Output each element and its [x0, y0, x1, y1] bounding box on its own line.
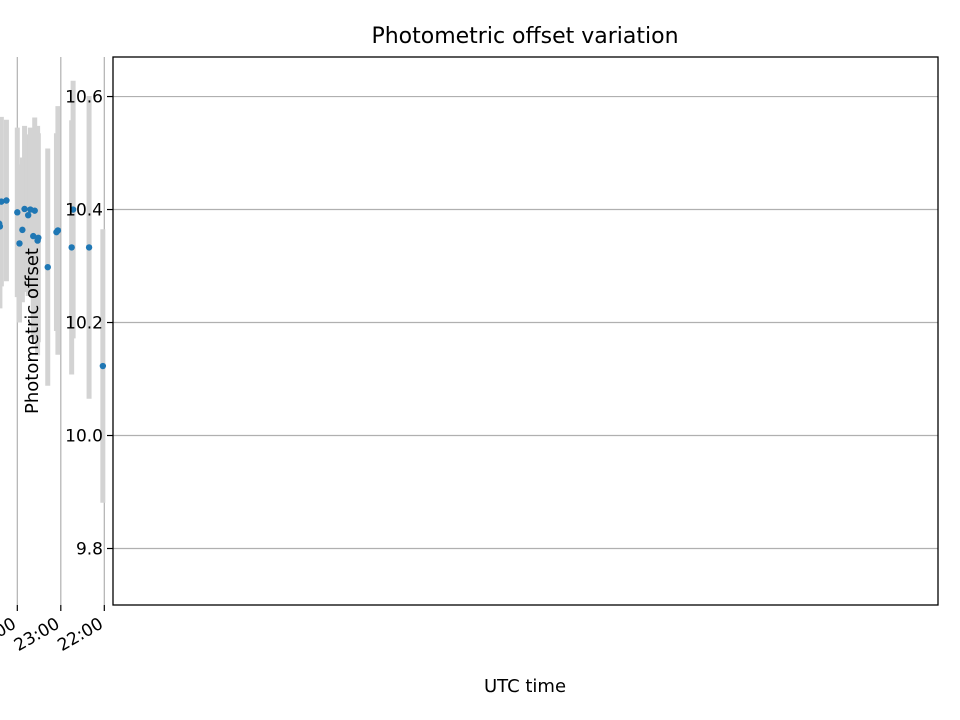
y-tick-label: 10.0	[65, 427, 103, 447]
chart-title: Photometric offset variation	[371, 24, 678, 49]
data-point	[0, 198, 5, 205]
plot-frame	[112, 56, 939, 606]
data-point	[27, 206, 34, 213]
data-point	[0, 220, 3, 227]
y-tick-label: 10.4	[65, 201, 103, 221]
data-point	[21, 205, 28, 213]
data-point	[53, 228, 60, 236]
data-point	[85, 244, 93, 251]
data-point	[14, 209, 21, 216]
y-tick-label: 10.6	[65, 88, 103, 108]
y-tick-label: 10.2	[65, 314, 103, 334]
data-point	[24, 211, 32, 219]
data-point	[44, 263, 51, 271]
data-point	[68, 244, 75, 251]
x-axis-label: UTC time	[484, 676, 566, 697]
data-point	[16, 240, 23, 247]
data-point	[19, 226, 26, 234]
y-axis-label: Photometric offset	[22, 248, 43, 414]
data-point	[30, 232, 37, 240]
data-point	[34, 237, 41, 244]
data-point	[3, 197, 10, 204]
data-point	[69, 206, 77, 213]
data-points	[0, 197, 107, 370]
y-tick-label: 9.8	[76, 540, 103, 560]
data-point	[99, 362, 107, 370]
